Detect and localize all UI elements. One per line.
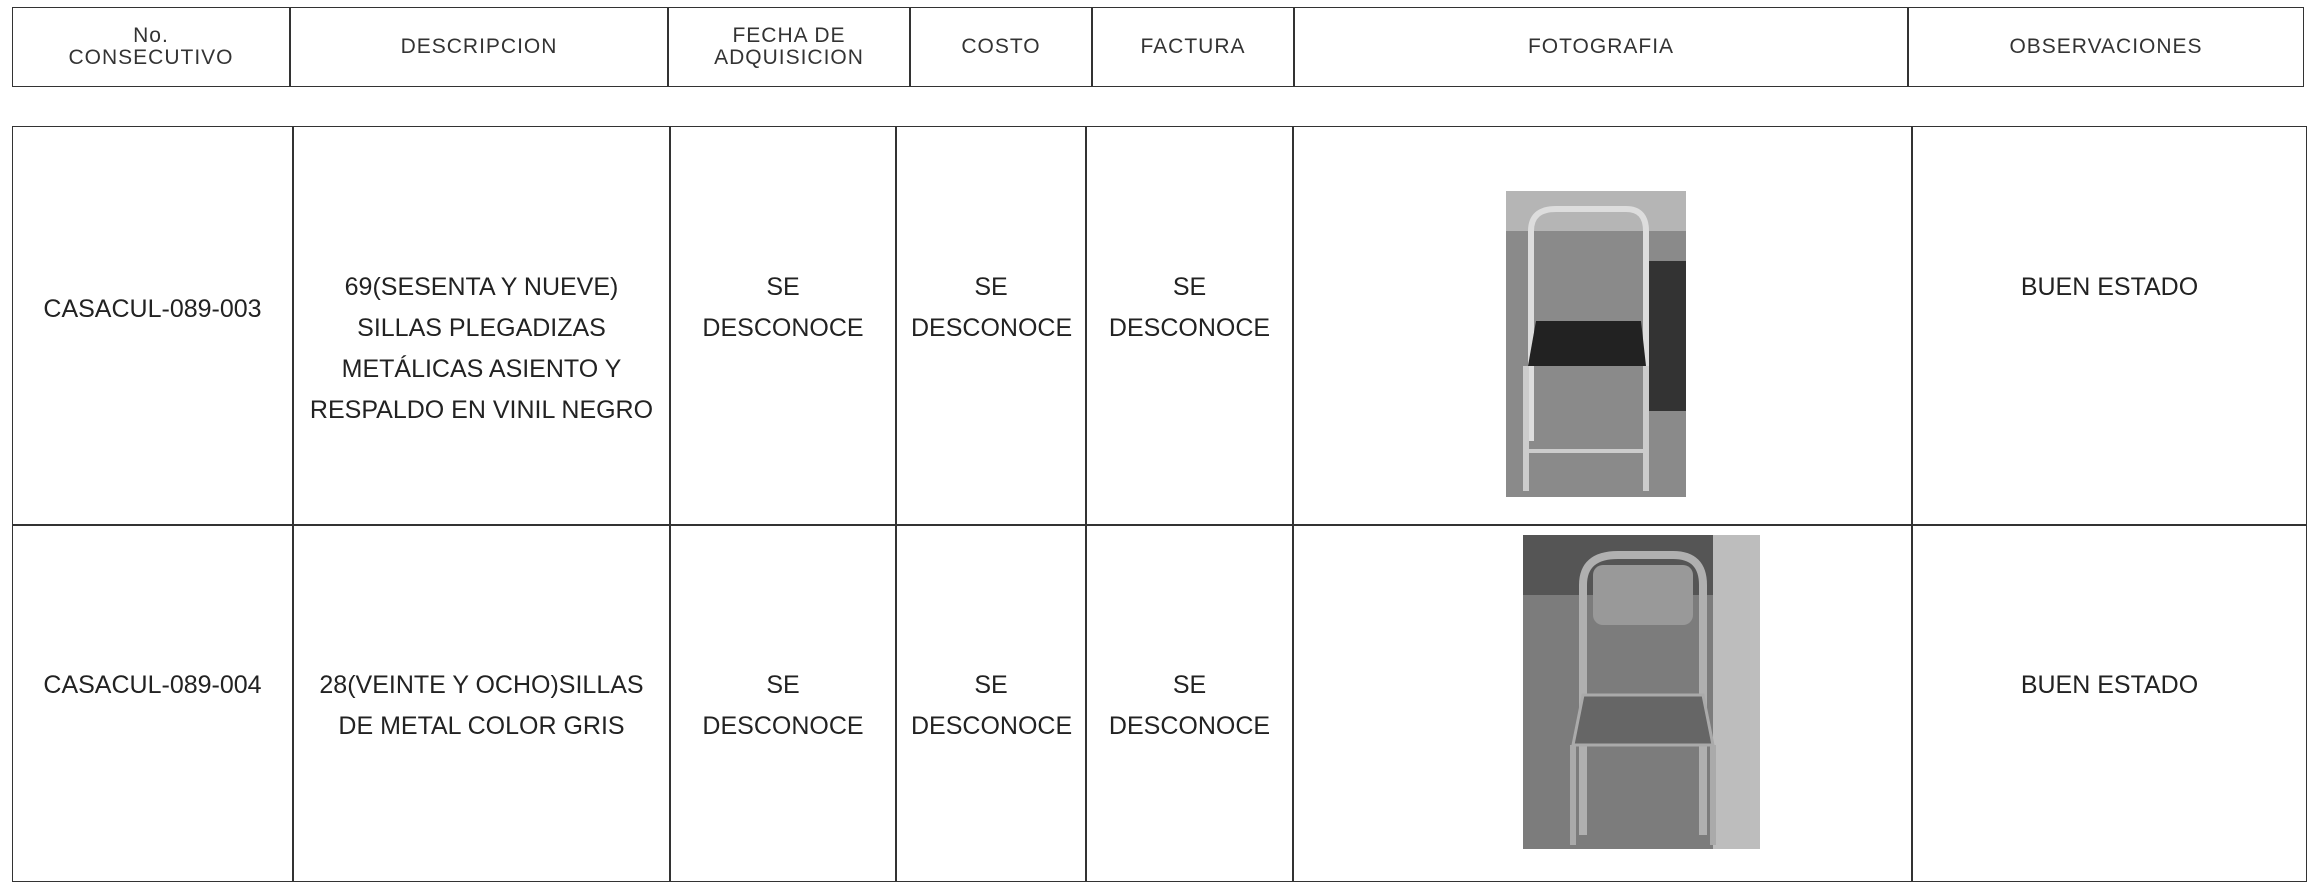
- header-cell: DESCRIPCION: [290, 7, 668, 87]
- table-cell: BUEN ESTADO: [1912, 524, 2307, 882]
- table-cell: SE DESCONOCE: [670, 524, 896, 882]
- header-cell: OBSERVACIONES: [1908, 7, 2304, 87]
- table-cell: 69(SESENTA Y NUEVE) SILLAS PLEGADIZAS ME…: [293, 126, 670, 526]
- header-cell: No. CONSECUTIVO: [12, 7, 290, 87]
- header-cell: FACTURA: [1092, 7, 1294, 87]
- table-cell: SE DESCONOCE: [1086, 524, 1293, 882]
- page: BUEN ESTADO SE DESCONOCE SE DESCONOCE SE DE…: [12, 7, 2307, 882]
- table-cell: BUEN ESTADO: [1912, 126, 2307, 526]
- photo-chair-1: [1506, 191, 1686, 497]
- table-cell: SE DESCONOCE: [1086, 126, 1293, 526]
- header-cell: FOTOGRAFIA: [1294, 7, 1908, 87]
- photo-cell: [1293, 126, 1912, 526]
- table-cell: CASACUL-089-004: [12, 524, 293, 882]
- photo-chair-2: [1523, 535, 1760, 849]
- header-cell: FECHA DE ADQUISICION: [668, 7, 910, 87]
- table-cell: CASACUL-089-003: [12, 126, 293, 526]
- table-cell: SE DESCONOCE: [896, 524, 1086, 882]
- table-cell: SE DESCONOCE: [896, 126, 1086, 526]
- header-cell: COSTO: [910, 7, 1092, 87]
- table-cell: 28(VEINTE Y OCHO)SILLAS DE METAL COLOR G…: [293, 524, 670, 882]
- table-cell: SE DESCONOCE: [670, 126, 896, 526]
